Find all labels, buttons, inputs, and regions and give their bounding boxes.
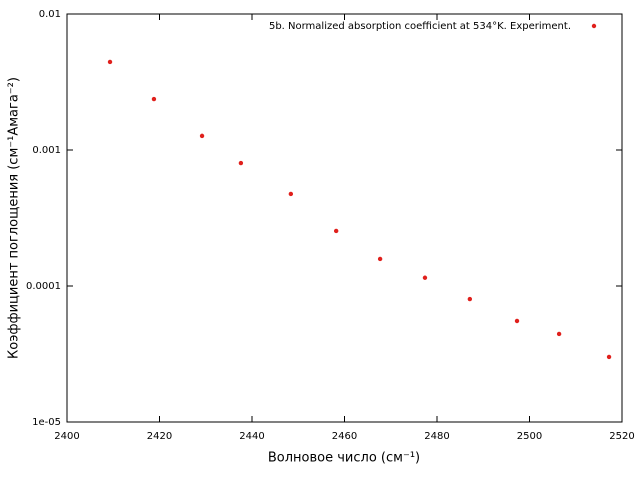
x-tick-label: 2440 [239, 431, 264, 442]
point [377, 256, 383, 262]
point [556, 331, 562, 337]
y-tick-label: 1e-05 [32, 417, 61, 428]
x-tick-label: 2420 [147, 431, 172, 442]
point [238, 160, 244, 166]
point [606, 354, 612, 360]
legend-label: 5b. Normalized absorption coefficient at… [269, 21, 571, 32]
x-tick-label: 2520 [609, 431, 634, 442]
x-tick-label: 2480 [424, 431, 449, 442]
point [199, 133, 205, 139]
point [288, 191, 294, 197]
legend-marker [591, 23, 597, 29]
y-axis-title: Коэффициент поглощения (см⁻¹Амага⁻²) [7, 77, 22, 359]
point [422, 275, 428, 280]
point [467, 296, 473, 302]
y-tick-label: 0.01 [39, 9, 61, 20]
point [333, 228, 339, 234]
y-tick-label: 0.001 [32, 145, 61, 156]
plot-frame [66, 13, 623, 423]
x-tick-label: 2460 [332, 431, 357, 442]
x-tick-label: 2400 [54, 431, 79, 442]
point [107, 59, 113, 65]
y-tick-label: 0.0001 [26, 281, 61, 292]
point [151, 96, 157, 102]
point [514, 318, 520, 324]
x-tick-label: 2500 [517, 431, 542, 442]
x-axis-title: Волновое число (см⁻¹) [268, 451, 420, 466]
